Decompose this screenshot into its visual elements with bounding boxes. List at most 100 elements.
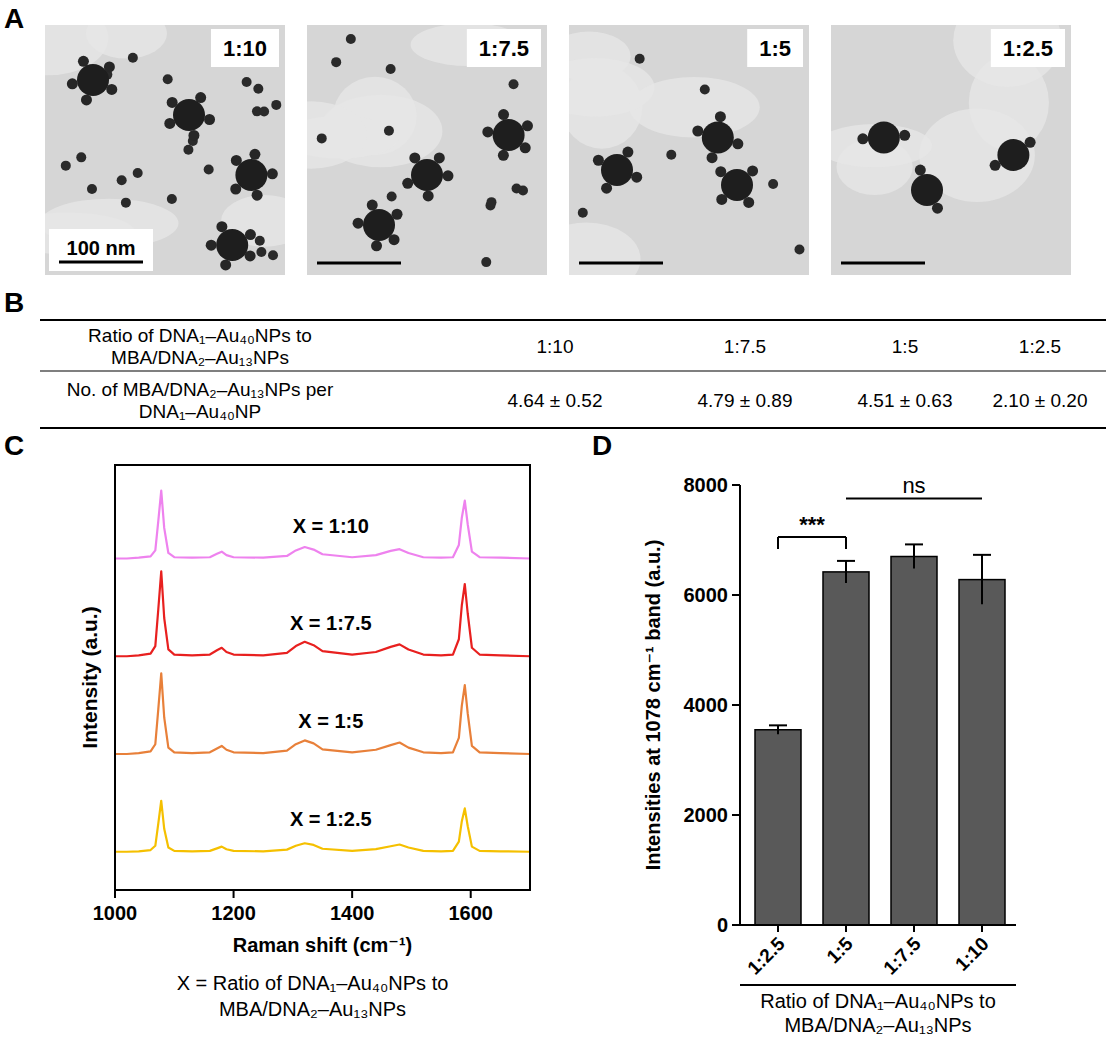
satellite-particle [402, 178, 413, 189]
small-particle [768, 179, 778, 189]
satellite-particle [81, 94, 92, 105]
satellite-particle [206, 240, 217, 251]
x-tick-label: 1:2.5 [743, 933, 789, 979]
image-texture [86, 25, 167, 59]
satellite-particle [423, 190, 434, 201]
large-particle [702, 122, 734, 154]
table-header: Ratio of DNA₁–Au₄₀NPs toMBA/DNA₂–Au₁₃NPs [88, 325, 312, 368]
y-tick [732, 704, 740, 706]
small-particle [61, 161, 71, 171]
satellite-particle [245, 250, 256, 261]
image-texture [307, 101, 367, 168]
text-line: DNA₁–Au₄₀NP [139, 401, 261, 422]
panel-letter: C [4, 430, 24, 461]
satellite-particle [167, 97, 178, 108]
satellite-particle [715, 111, 726, 122]
panel-letter: A [4, 3, 24, 34]
label-box [747, 29, 803, 67]
x-tick [233, 890, 235, 898]
satellite-particle [1025, 137, 1036, 148]
satellite-particle [707, 152, 718, 163]
x-tick [470, 890, 472, 898]
bracket-tip [777, 537, 779, 549]
satellite-particle [220, 259, 231, 270]
significance-label: *** [799, 512, 825, 537]
scale-box [49, 229, 153, 271]
satellite-particle [353, 218, 364, 229]
series-label: X = 1:7.5 [290, 612, 372, 634]
x-tick-label: 1:10 [951, 933, 993, 975]
satellite-particle [216, 221, 227, 232]
panel-letter: D [592, 430, 612, 461]
small-particle [386, 64, 396, 74]
scale-bar [317, 262, 401, 265]
satellite-particle [715, 166, 726, 177]
satellite-particle [932, 203, 943, 214]
y-tick-label: 4000 [684, 694, 729, 716]
table-cell: 4.64 ± 0.52 [508, 390, 603, 411]
satellite-particle [164, 118, 175, 129]
plot-area [755, 544, 1005, 925]
error-bar [905, 544, 923, 568]
satellite-particle [104, 61, 115, 72]
small-particle [486, 197, 496, 207]
small-particle [117, 175, 127, 185]
small-particle [259, 106, 269, 116]
table-cell: 4.51 ± 0.63 [858, 390, 953, 411]
large-particle [601, 154, 633, 186]
bar [959, 580, 1005, 925]
small-particle [700, 84, 710, 94]
satellite-particle [601, 183, 612, 194]
x-tick-label: 1600 [448, 902, 493, 924]
x-tick [351, 890, 353, 898]
small-particle [204, 164, 214, 174]
scale-bar [579, 262, 663, 265]
series-label: X = 1:5 [298, 710, 363, 732]
satellite-particle [106, 84, 117, 95]
y-tick [732, 814, 740, 816]
scale-bar [59, 261, 143, 264]
satellite-particle [367, 200, 378, 211]
x-tick-label: 1:5 [823, 933, 858, 968]
error-stem [777, 725, 779, 734]
bracket-tip [845, 537, 847, 549]
label-box [467, 29, 541, 67]
text-line: MBA/DNA₂–Au₁₃NPs [784, 1014, 971, 1036]
scale-label: 100 nm [67, 237, 136, 259]
satellite-particle [204, 114, 215, 125]
small-particle [133, 168, 143, 178]
satellite-particle [520, 142, 531, 153]
satellite-particle [67, 78, 78, 89]
satellite-particle [231, 155, 242, 166]
error-cap [769, 724, 787, 726]
satellite-particle [857, 133, 868, 144]
image-label: 1:7.5 [479, 36, 529, 61]
x-axis-title: Raman shift (cm⁻¹) [233, 934, 412, 956]
tem-image [307, 25, 547, 275]
small-particle [121, 198, 131, 208]
spectrum-line [115, 801, 530, 852]
satellite-particle [522, 120, 533, 131]
y-tick-label: 8000 [684, 474, 729, 496]
satellite-particle [716, 194, 727, 205]
error-bar [769, 725, 787, 734]
table-cell: 4.79 ± 0.89 [698, 390, 793, 411]
table-header: 1:5 [892, 336, 918, 357]
table-rule [40, 370, 1106, 371]
image-label: 1:2.5 [1003, 36, 1053, 61]
small-particle [271, 100, 281, 110]
image-label: 1:10 [223, 36, 267, 61]
small-particle [794, 244, 804, 254]
y-tick [732, 484, 740, 486]
small-particle [509, 79, 519, 89]
large-particle [997, 139, 1029, 171]
figure: ABCD1:10100 nm1:7.51:51:2.5Ratio of DNA₁… [0, 0, 1119, 1059]
x-tick-label: 1200 [211, 902, 256, 924]
series-label: X = 1:2.5 [290, 808, 372, 830]
satellite-particle [692, 126, 703, 137]
spectrum-line [115, 571, 530, 656]
small-particle [242, 77, 252, 87]
small-particle [666, 150, 676, 160]
satellite-particle [915, 165, 926, 176]
y-tick [732, 924, 740, 926]
